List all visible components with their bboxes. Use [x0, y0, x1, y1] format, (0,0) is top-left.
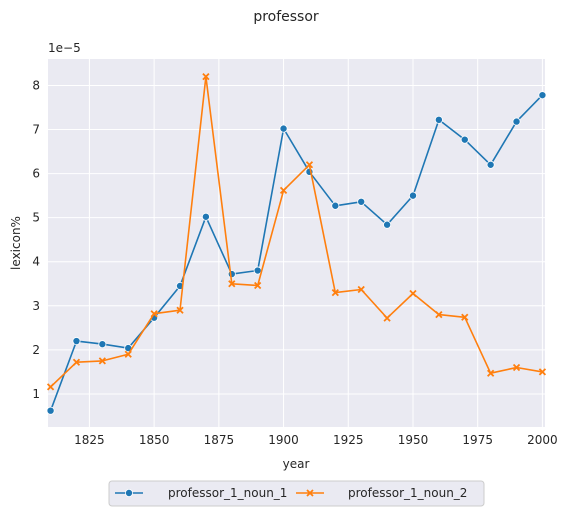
y-tick-label: 3 [32, 299, 40, 313]
x-axis: 1825 1850 1875 1900 1925 1950 1975 2000 [74, 433, 558, 447]
y-tick-label: 6 [32, 167, 40, 181]
x-tick-label: 1850 [139, 433, 170, 447]
series-layer [46, 72, 547, 415]
x-tick-label: 1975 [462, 433, 493, 447]
data-point [383, 220, 392, 229]
data-point [279, 124, 288, 133]
legend: professor_1_noun_1 professor_1_noun_2 [108, 480, 485, 507]
x-tick-label: 1900 [268, 433, 299, 447]
data-point [176, 306, 184, 314]
data-point [357, 197, 366, 206]
data-point [150, 310, 158, 318]
data-point [408, 191, 417, 200]
legend-label-1: professor_1_noun_1 [168, 486, 287, 500]
x-tick-label: 1950 [398, 433, 429, 447]
data-point [254, 281, 262, 290]
y-tick-label: 8 [32, 78, 40, 92]
data-point [253, 266, 262, 275]
data-point [46, 406, 55, 415]
series-line-1 [49, 94, 543, 411]
data-point [46, 383, 55, 391]
data-point [331, 201, 340, 210]
plot-area [48, 59, 545, 427]
data-point [460, 135, 469, 144]
data-point [72, 358, 81, 366]
data-point [435, 310, 443, 319]
data-point [331, 288, 339, 297]
data-point [357, 285, 365, 294]
y-axis-label: lexicon% [9, 216, 23, 270]
data-point [512, 363, 521, 372]
chart-title: professor [253, 9, 319, 25]
data-point [538, 91, 547, 100]
y-tick-label: 7 [32, 123, 40, 137]
legend-marker-1 [125, 488, 134, 497]
data-point [383, 314, 391, 322]
data-point [201, 212, 210, 221]
x-axis-label: year [283, 457, 310, 471]
y-tick-label: 2 [32, 343, 40, 357]
data-point [98, 340, 107, 349]
y-axis: 1 2 3 4 5 6 7 8 [32, 78, 40, 401]
data-point [124, 350, 132, 358]
data-point [202, 72, 210, 81]
legend-label-2: professor_1_noun_2 [348, 486, 467, 500]
series-line-2 [50, 75, 543, 388]
data-point [486, 160, 495, 169]
data-point [512, 117, 521, 126]
x-tick-label: 1875 [204, 433, 235, 447]
y-tick-label: 1 [32, 387, 40, 401]
data-point [98, 357, 106, 365]
data-point [487, 369, 495, 377]
data-point [228, 280, 236, 288]
data-point [409, 289, 417, 298]
data-point [279, 186, 288, 194]
data-point [461, 313, 469, 321]
legend-marker-2 [306, 489, 314, 497]
grid [48, 59, 545, 427]
data-point [538, 368, 547, 376]
y-tick-label: 4 [32, 255, 40, 269]
data-point [305, 161, 314, 169]
x-tick-label: 1825 [74, 433, 105, 447]
x-tick-label: 2000 [527, 433, 558, 447]
y-tick-label: 5 [32, 211, 40, 225]
x-tick-label: 1925 [333, 433, 364, 447]
y-offset-label: 1e−5 [48, 41, 81, 55]
data-point [72, 337, 81, 346]
data-point [227, 270, 236, 279]
data-point [434, 115, 443, 124]
